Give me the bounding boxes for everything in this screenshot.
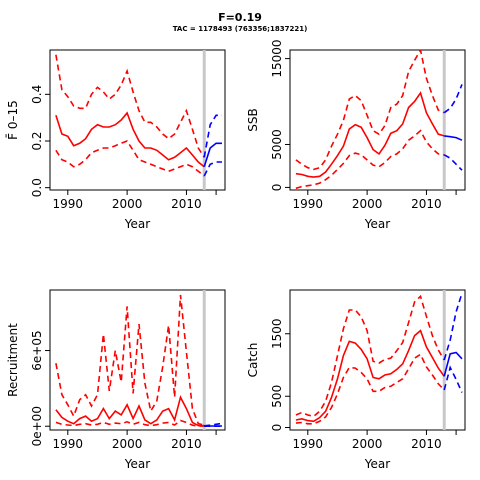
ssb-y-tick-label: 15000	[270, 39, 284, 77]
catch-x-tick-label: 2010	[411, 437, 442, 451]
recruitment-x-tick-label: 2010	[171, 437, 202, 451]
fbar-series-lower	[55, 140, 205, 177]
ssb-x-tick-label: 2000	[352, 197, 383, 211]
figure-title: F=0.19	[218, 11, 262, 24]
panel-recruitment: 1990 2000 2010 0e+00 6e+05 Year Recruitment	[6, 289, 226, 471]
catch-series-median	[295, 329, 445, 423]
ssb-series-projection-upper	[443, 84, 463, 114]
fbar-x-tick-label: 2000	[112, 197, 143, 211]
recruitment-y-tick-label: 0e+00	[30, 406, 44, 446]
fbar-y-tick-label: 0.2	[30, 131, 44, 150]
recruitment-series-median	[55, 394, 205, 427]
catch-x-tick-label: 1990	[293, 437, 324, 451]
catch-series-projection-upper	[443, 292, 463, 361]
figure-subtitle: TAC = 1178493 (763356;1837221)	[173, 25, 308, 33]
ssb-series-projection-median	[444, 135, 463, 141]
catch-y-tick-label: 0	[270, 424, 284, 432]
ssb-series-upper	[295, 50, 445, 171]
fbar-series-projection-upper	[203, 114, 222, 158]
fbar-x-tick-label: 2010	[171, 197, 202, 211]
fbar-x-tick-label: 1990	[53, 197, 84, 211]
fbar-x-axis-label: Year	[124, 217, 150, 231]
recruitment-plot-frame	[49, 289, 226, 431]
recruitment-series-lower	[55, 419, 205, 427]
fbar-series-projection-median	[203, 142, 222, 167]
fbar-series-median	[55, 111, 205, 168]
fbar-y-tick-label: 0.4	[30, 85, 44, 104]
catch-x-axis-label: Year	[364, 457, 390, 471]
ssb-x-axis-label: Year	[364, 217, 390, 231]
recruitment-series-upper	[55, 294, 205, 426]
ssb-series-median	[295, 91, 445, 178]
recruitment-x-tick-label: 2000	[112, 437, 143, 451]
recruitment-y-tick-label: 6e+05	[30, 330, 44, 370]
ssb-series-projection-lower	[443, 154, 463, 171]
ssb-y-tick-label: 0	[270, 184, 284, 192]
recruitment-x-tick-label: 1990	[53, 437, 84, 451]
catch-series-projection-median	[443, 351, 463, 377]
fbar-series-projection-lower	[203, 161, 222, 177]
ssb-plot-frame	[289, 49, 466, 191]
catch-y-axis-label: Catch	[246, 343, 260, 378]
panel-ssb: 1990 2000 2010 0 5000 15000 Year SSB	[246, 39, 466, 231]
ssb-series-lower	[295, 129, 445, 190]
panel-fbar: 1990 2000 2010 0.0 0.2 0.4 Year F̄ 0–15	[6, 49, 226, 231]
catch-series-projection-lower	[443, 365, 463, 393]
catch-series-upper	[295, 294, 445, 418]
fbar-series-upper	[55, 54, 205, 158]
ssb-x-tick-label: 2010	[411, 197, 442, 211]
catch-y-tick-label: 1500	[270, 318, 284, 349]
fbar-plot-frame	[49, 49, 226, 191]
catch-plot-frame	[289, 289, 466, 431]
recruitment-y-axis-label: Recruitment	[6, 323, 20, 397]
ssb-x-tick-label: 1990	[293, 197, 324, 211]
panel-catch: 1990 2000 2010 0 500 1500 Year Catch	[246, 289, 466, 471]
catch-x-tick-label: 2000	[352, 437, 383, 451]
catch-series-lower	[295, 353, 445, 425]
fbar-y-axis-label: F̄ 0–15	[6, 100, 20, 140]
ssb-y-axis-label: SSB	[246, 108, 260, 131]
recruitment-x-axis-label: Year	[124, 457, 150, 471]
catch-y-tick-label: 500	[270, 385, 284, 408]
ssb-y-tick-label: 5000	[270, 129, 284, 160]
fbar-y-tick-label: 0.0	[30, 178, 44, 197]
panels: 1990 2000 2010 0.0 0.2 0.4 Year F̄ 0–15 1990 2000…	[6, 39, 466, 471]
